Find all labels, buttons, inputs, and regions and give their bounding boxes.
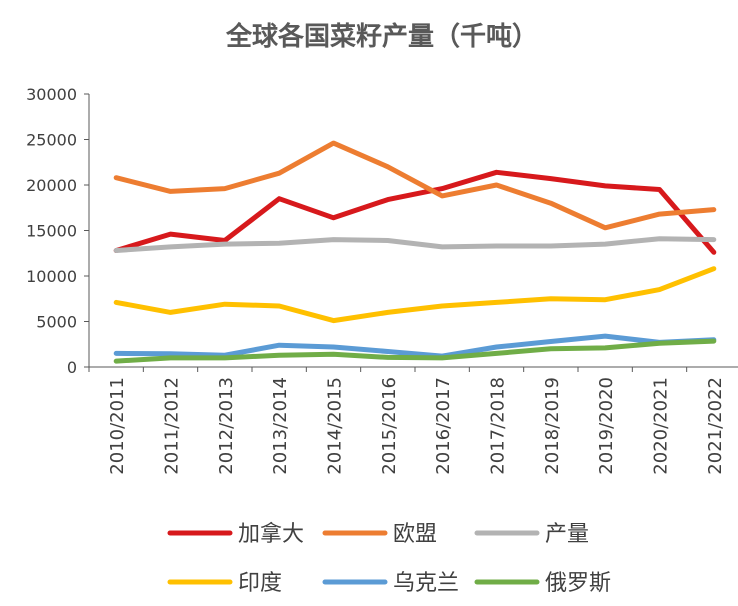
chart-axes: 0 5000 10000 15000 20000 25000 30000 2010/2011 2… — [26, 85, 738, 475]
series-line-6 — [113, 338, 717, 364]
series-line-5 — [113, 333, 717, 359]
y-tick-label: 25000 — [26, 131, 77, 150]
y-tick-label: 15000 — [26, 222, 77, 241]
y-tick-label: 0 — [67, 358, 77, 377]
x-tick-label: 2012/2013 — [216, 377, 237, 475]
x-tick-label: 2014/2015 — [325, 377, 346, 475]
y-tick-label: 30000 — [26, 85, 77, 104]
y-tick-label: 20000 — [26, 176, 77, 195]
legend-label: 乌克兰 — [393, 571, 459, 596]
legend-label: 产量 — [545, 522, 589, 547]
x-tick-label: 2015/2016 — [379, 377, 400, 475]
chart-series — [113, 140, 717, 364]
x-tick-label: 2010/2011 — [107, 377, 128, 475]
legend-label: 俄罗斯 — [545, 571, 611, 596]
series-line-4 — [113, 266, 717, 324]
x-tick-label: 2016/2017 — [433, 377, 454, 475]
legend-label: 印度 — [238, 571, 282, 596]
x-tick-label: 2018/2019 — [542, 377, 563, 475]
x-tick-label: 2017/2018 — [488, 377, 509, 475]
x-tick-label: 2020/2021 — [651, 377, 672, 475]
series-line-2 — [113, 140, 717, 231]
legend-label: 欧盟 — [393, 522, 437, 547]
series-line-1 — [113, 169, 717, 255]
y-tick-label: 5000 — [36, 313, 77, 332]
x-tick-label: 2011/2012 — [162, 377, 183, 475]
legend-label: 加拿大 — [238, 521, 304, 547]
x-tick-label: 2013/2014 — [270, 377, 291, 475]
series-line-3 — [113, 236, 717, 253]
chart-title: 全球各国菜籽产量（千吨） — [225, 21, 538, 52]
y-tick-label: 10000 — [26, 267, 77, 286]
x-tick-label: 2019/2020 — [596, 377, 617, 475]
x-tick-label: 2021/2022 — [705, 377, 726, 475]
